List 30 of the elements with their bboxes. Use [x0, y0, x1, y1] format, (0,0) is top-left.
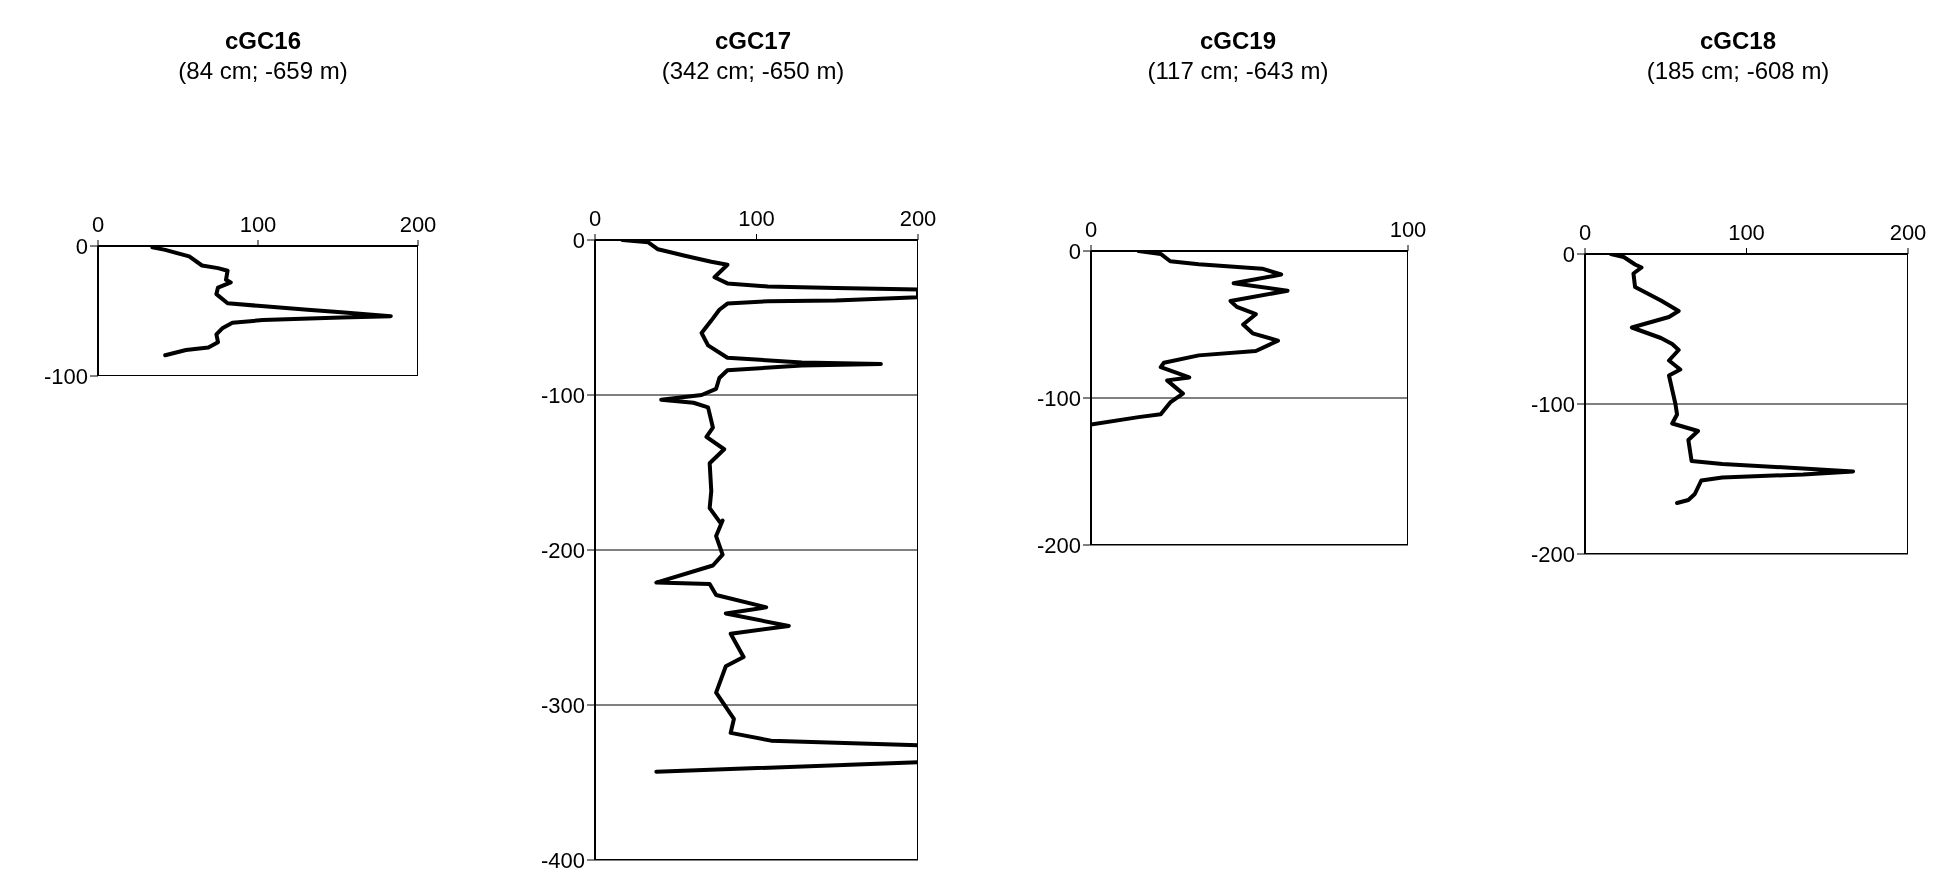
chart-subtitle: (185 cm; -608 m): [1645, 56, 1831, 86]
x-tick-label: 0: [91, 212, 105, 237]
x-tick-label: 100: [1389, 217, 1427, 242]
x-tick-label: 200: [1889, 220, 1927, 245]
chart-title: cGC18: [1698, 26, 1777, 56]
x-tick-label: 200: [899, 206, 937, 231]
chart-title: cGC17: [713, 26, 792, 56]
x-tick-label: 0: [1578, 220, 1592, 245]
y-tick-label: -200: [540, 537, 585, 563]
y-tick-label: 0: [1068, 238, 1081, 264]
chart-subtitle: (84 cm; -659 m): [177, 56, 349, 86]
chart-title: cGC19: [1198, 26, 1277, 56]
x-tick-label: 100: [239, 212, 277, 237]
y-tick-label: -100: [1036, 385, 1081, 411]
y-tick-label: -200: [1530, 541, 1575, 567]
y-tick-label: -300: [540, 692, 585, 718]
y-tick-label: -100: [540, 382, 585, 408]
y-tick-label: -400: [540, 847, 585, 873]
chart-subtitle: (342 cm; -650 m): [660, 56, 846, 86]
x-tick-label: 0: [588, 206, 602, 231]
y-tick-label: -100: [43, 363, 88, 389]
x-tick-label: 100: [1728, 220, 1765, 245]
chart-title: cGC16: [223, 26, 302, 56]
y-tick-label: -100: [1530, 391, 1575, 417]
y-tick-label: -200: [1036, 532, 1081, 558]
chart-subtitle: (117 cm; -643 m): [1146, 56, 1330, 86]
x-tick-label: 100: [738, 206, 775, 231]
x-tick-label: 200: [399, 212, 437, 237]
x-tick-label: 0: [1084, 217, 1098, 242]
y-tick-label: 0: [1562, 241, 1575, 267]
